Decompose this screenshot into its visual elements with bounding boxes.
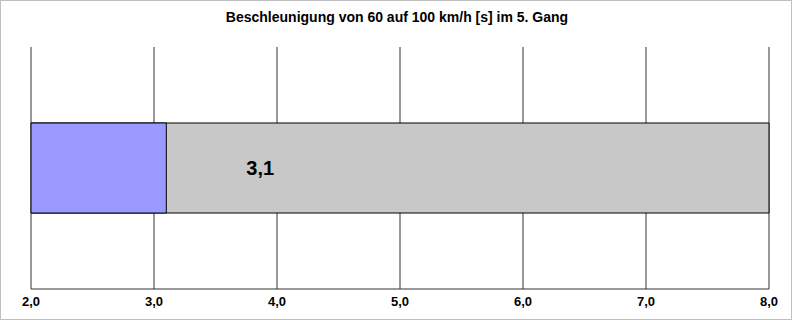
html-text:Beschleunigung von 60 auf 100: Beschleunigung von 60 auf 100 km/h [s] i… xyxy=(225,9,569,25)
svg-text:8,0: 8,0 xyxy=(760,294,778,309)
svg-text:7,0: 7,0 xyxy=(637,294,655,309)
svg-text:5,0: 5,0 xyxy=(391,294,409,309)
svg-text:3,0: 3,0 xyxy=(145,294,163,309)
svg-text:6,0: 6,0 xyxy=(514,294,532,309)
svg-text:2,0: 2,0 xyxy=(22,294,40,309)
svg-text:4,0: 4,0 xyxy=(268,294,286,309)
svg-text:3,1: 3,1 xyxy=(246,157,274,179)
